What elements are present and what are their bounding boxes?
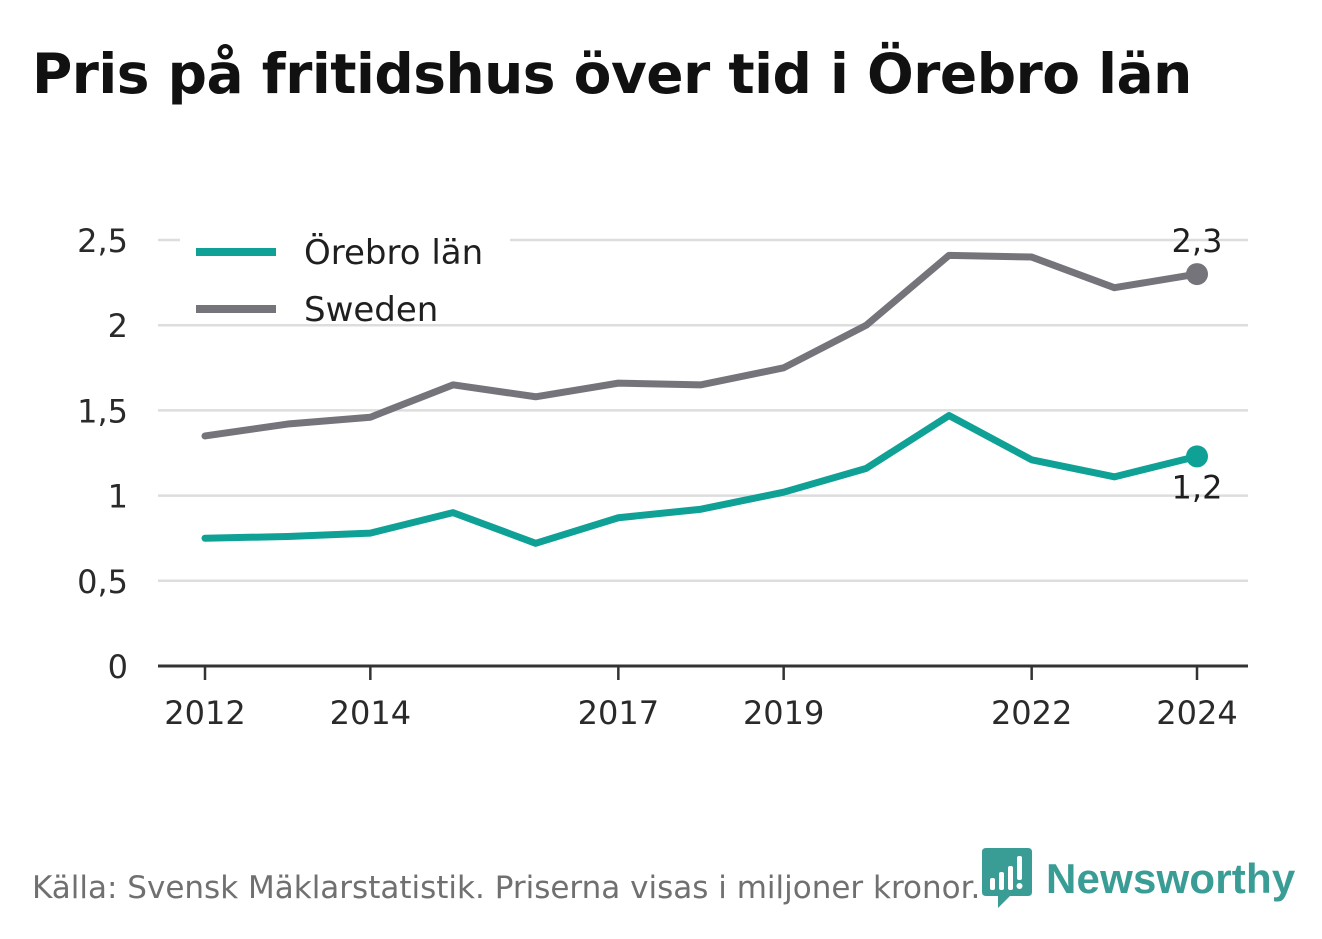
x-tick-label: 2012 bbox=[164, 694, 245, 732]
legend-label: Örebro län bbox=[304, 232, 483, 273]
newsworthy-logo[interactable]: Newsworthy bbox=[982, 848, 1295, 910]
x-axis bbox=[158, 664, 1248, 680]
newsworthy-chart-bubble-icon bbox=[982, 848, 1032, 908]
end-point-marker bbox=[1186, 263, 1208, 286]
end-value-label: 1,2 bbox=[1172, 468, 1223, 506]
line-chart: 0 0,5 1 1,5 2 2,5 2012 2014 2017 2019 2022 2024 2,… bbox=[77, 222, 1248, 732]
end-value-label: 2,3 bbox=[1172, 222, 1223, 260]
brand-name: Newsworthy bbox=[1046, 855, 1296, 902]
y-axis-labels: 0 0,5 1 1,5 2 2,5 bbox=[77, 222, 128, 686]
series-line bbox=[201, 251, 1201, 440]
x-tick-label: 2019 bbox=[743, 694, 824, 732]
x-tick-label: 2014 bbox=[330, 694, 411, 732]
y-tick-label: 0 bbox=[108, 648, 128, 686]
series-lines: 2,3 1,2 bbox=[201, 222, 1223, 547]
y-tick-label: 1 bbox=[108, 478, 128, 516]
grid-lines bbox=[158, 238, 1248, 583]
series-line bbox=[201, 412, 1201, 547]
chart-title: Pris på fritidshus över tid i Örebro län bbox=[32, 42, 1192, 106]
x-tick-label: 2017 bbox=[578, 694, 659, 732]
end-point-marker bbox=[1186, 445, 1208, 468]
legend-label: Sweden bbox=[304, 290, 438, 330]
source-note: Källa: Svensk Mäklarstatistik. Priserna … bbox=[32, 870, 981, 906]
y-tick-label: 0,5 bbox=[77, 563, 128, 601]
y-tick-label: 1,5 bbox=[77, 392, 128, 430]
y-tick-label: 2,5 bbox=[77, 222, 128, 260]
legend: Örebro län Sweden bbox=[180, 224, 510, 330]
x-tick-label: 2022 bbox=[991, 694, 1072, 732]
x-axis-labels: 2012 2014 2017 2019 2022 2024 bbox=[164, 694, 1237, 732]
y-tick-label: 2 bbox=[108, 307, 128, 345]
x-tick-label: 2024 bbox=[1156, 694, 1237, 732]
